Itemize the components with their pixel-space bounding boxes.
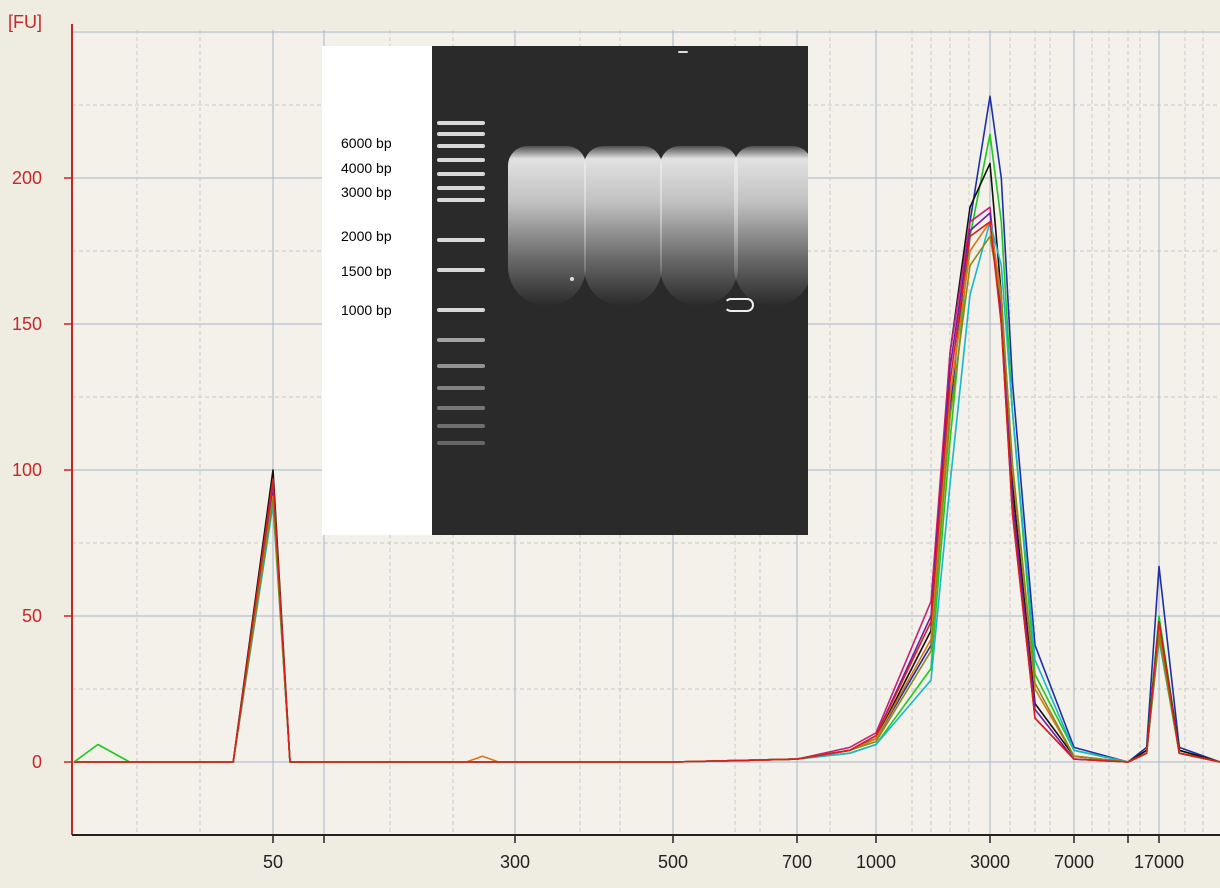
x-tick-label: 700 xyxy=(782,852,812,872)
gel-lane-smear xyxy=(660,146,738,306)
series-line xyxy=(74,221,1220,763)
x-tick-label: 1000 xyxy=(856,852,896,872)
x-tick-label: 7000 xyxy=(1054,852,1094,872)
y-tick-label: 200 xyxy=(12,168,42,188)
x-tick-label: 500 xyxy=(658,852,688,872)
gel-image-inset: 6000 bp 4000 bp 3000 bp 2000 bp 1500 bp … xyxy=(322,46,808,535)
ladder-label: 1000 bp xyxy=(341,302,392,318)
ladder-label: 6000 bp xyxy=(341,135,392,151)
x-tick-label: 300 xyxy=(500,852,530,872)
ladder-label: 1500 bp xyxy=(341,263,392,279)
ladder-label: 3000 bp xyxy=(341,184,392,200)
gel-lane-smear xyxy=(584,146,662,306)
gel-photo xyxy=(432,46,808,535)
y-tick-label: 100 xyxy=(12,460,42,480)
series-traces xyxy=(73,95,1220,763)
y-tick-label: 0 xyxy=(32,752,42,772)
y-tick-label: 150 xyxy=(12,314,42,334)
tick-labels: 0 50 100 150 200 50 300 500 700 1000 3000 7000 17000 xyxy=(12,168,1184,872)
y-axis-label: [FU] xyxy=(8,12,42,32)
gel-lane-smear xyxy=(734,146,808,306)
x-tick-label: 3000 xyxy=(970,852,1010,872)
axes xyxy=(64,24,1220,843)
ladder-label: 2000 bp xyxy=(341,228,392,244)
x-tick-label: 50 xyxy=(263,852,283,872)
x-tick-label: 17000 xyxy=(1134,852,1184,872)
gel-lane-smear xyxy=(508,146,586,306)
y-tick-label: 50 xyxy=(22,606,42,626)
gel-artifact-mark xyxy=(724,298,754,312)
ladder-label: 4000 bp xyxy=(341,160,392,176)
